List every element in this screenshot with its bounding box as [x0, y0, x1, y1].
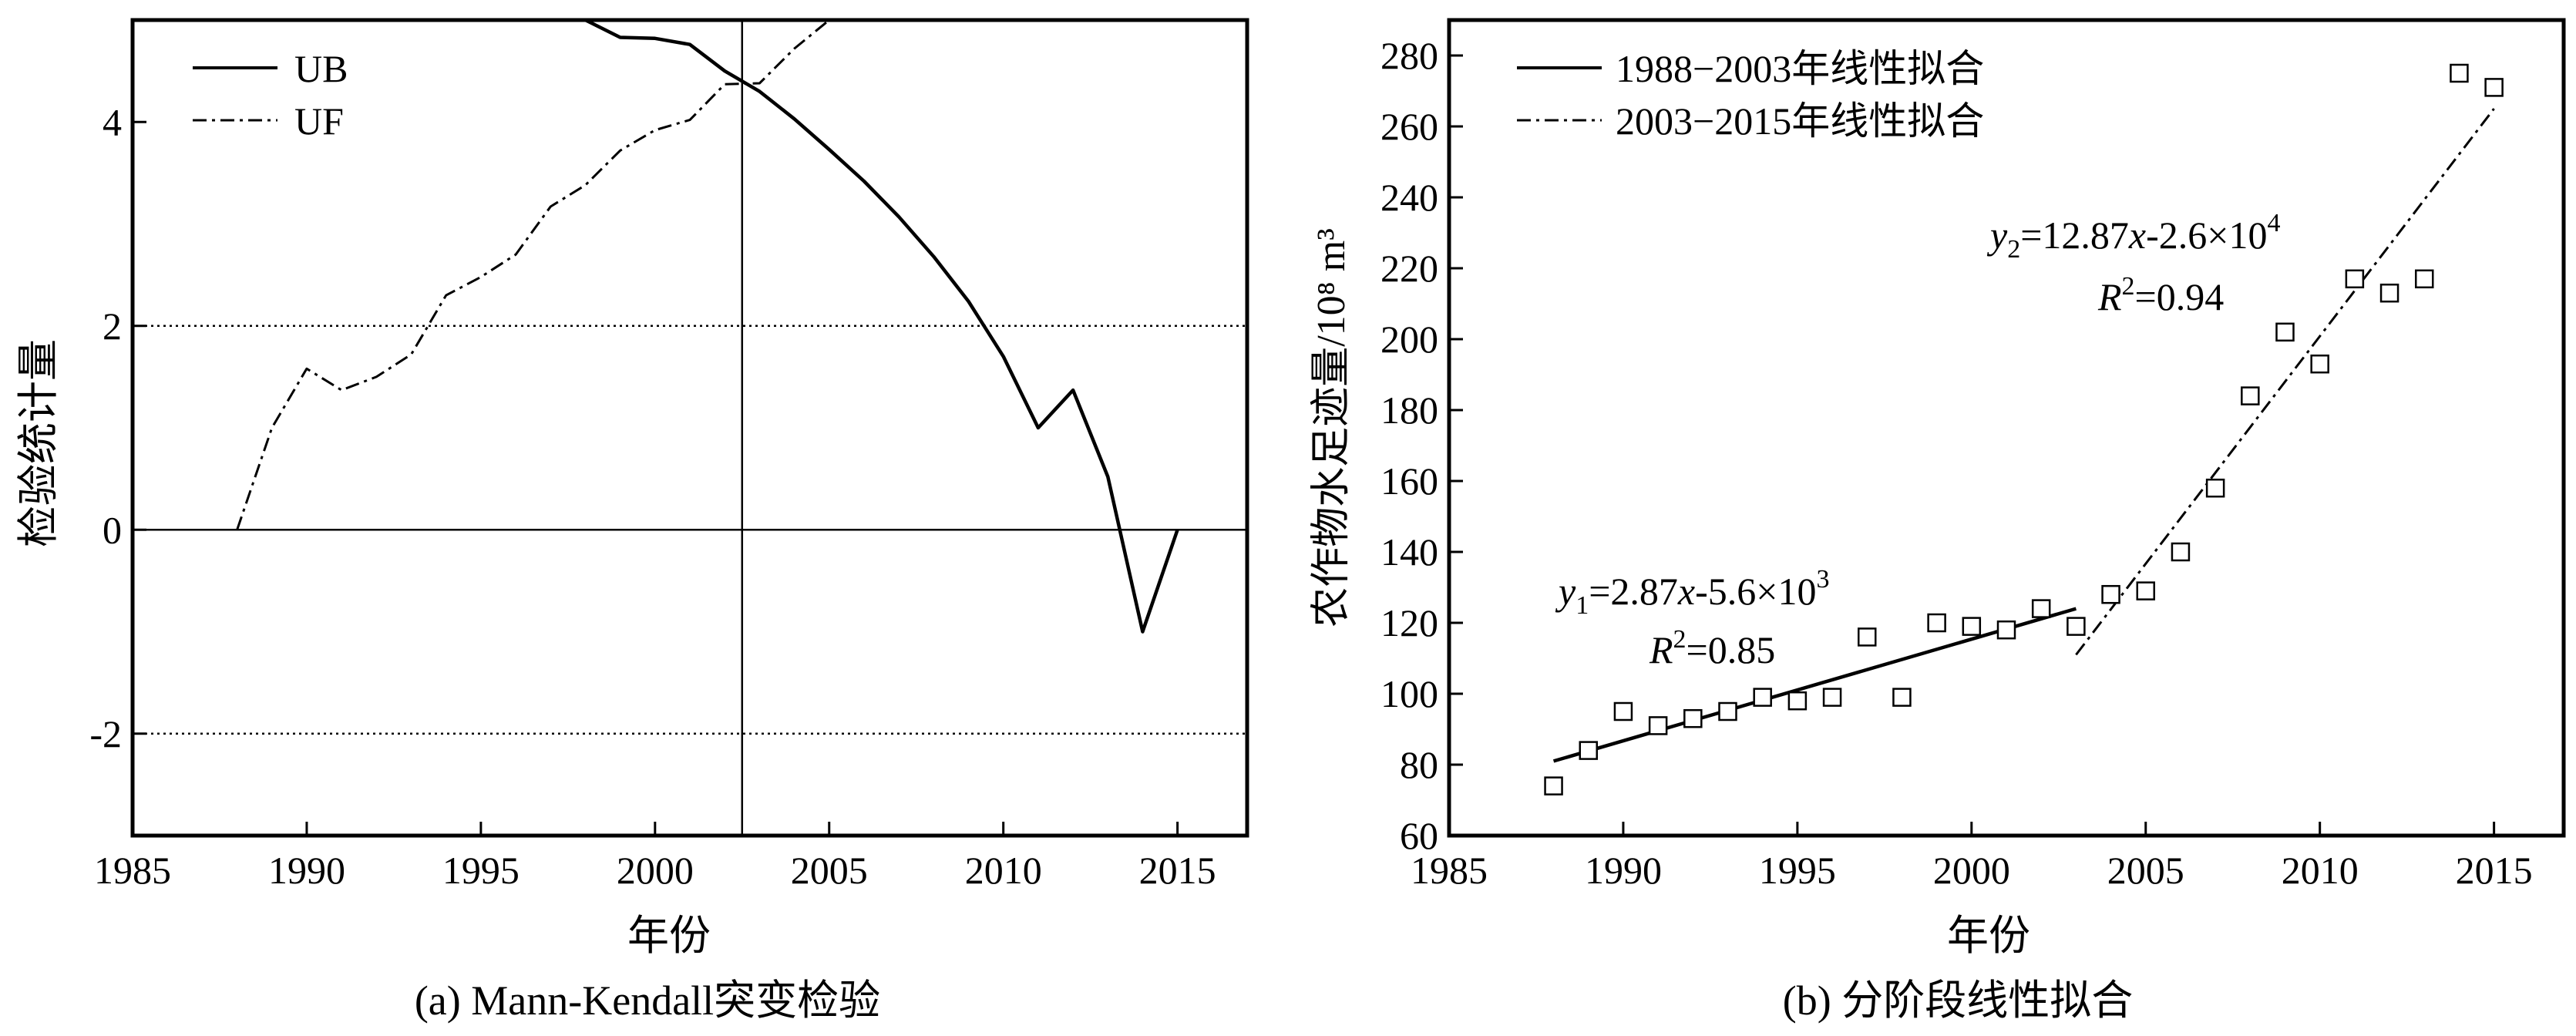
y-tick-label: 0: [103, 508, 122, 551]
y-tick-label: 220: [1380, 247, 1438, 290]
y-tick-label: 60: [1400, 814, 1438, 857]
fit1-r-squared: R2=0.85: [1649, 625, 1775, 671]
data-point: [1927, 613, 1946, 633]
reference-lines: [133, 20, 1247, 836]
y-tick-label: 180: [1380, 388, 1438, 432]
data-point: [2484, 78, 2504, 97]
data-point: [2136, 581, 2155, 600]
x-axis-label: 年份: [627, 913, 711, 959]
x-axis-ticks: 1985 1990 1995 2000 2005 2010 2015: [94, 822, 1216, 892]
y-tick-label: 2: [103, 304, 122, 348]
x-axis-ticks: 1985 1990 1995 2000 2005 2010 2015: [1411, 822, 2533, 892]
data-point: [2101, 584, 2120, 604]
data-point: [1683, 708, 1703, 728]
x-tick-label: 2000: [617, 849, 694, 892]
y-tick-label: 200: [1380, 318, 1438, 361]
x-tick-label: 1985: [94, 849, 171, 892]
panel-caption: (b) 分阶段线性拟合: [1783, 977, 2133, 1024]
legend-label-fit1: 1988−2003年线性拟合: [1616, 47, 1984, 90]
data-point: [1787, 691, 1808, 711]
y-tick-label: 4: [103, 100, 122, 143]
data-point: [2241, 386, 2260, 405]
y-tick-label: 120: [1380, 601, 1438, 644]
panel-caption: (a) Mann-Kendall突变检验: [415, 977, 880, 1024]
y-tick-label: 240: [1380, 176, 1438, 219]
panel-a: 1985 1990 1995 2000 2005 2010 2015 -2 0 2 4 UB UF…: [15, 18, 1249, 1024]
y-tick-label: 100: [1380, 672, 1438, 715]
data-point: [1996, 620, 2016, 640]
y-tick-label: 80: [1400, 743, 1438, 786]
legend-label-ub: UB: [294, 47, 348, 90]
data-point: [2379, 283, 2399, 303]
x-axis-label: 年份: [1947, 913, 2030, 959]
data-point: [1858, 627, 1877, 647]
y-tick-label: 140: [1380, 530, 1438, 574]
data-point: [1544, 776, 1563, 796]
data-point: [1613, 701, 1633, 722]
data-point: [1579, 741, 1598, 760]
data-point: [2171, 542, 2191, 562]
series-line-ub: [584, 18, 1179, 634]
fit-lines: [1552, 108, 2495, 763]
data-point: [2275, 322, 2295, 342]
legend: UB UF: [193, 47, 348, 143]
x-tick-label: 2000: [1933, 849, 2010, 892]
fit2-equation: y2=12.87x-2.6×104: [1986, 209, 2280, 264]
y-tick-label: 280: [1380, 34, 1438, 77]
fit-line-1: [1552, 607, 2077, 763]
x-tick-label: 2015: [1139, 849, 1216, 892]
data-points: [1544, 63, 2504, 796]
x-tick-label: 1990: [1585, 849, 1662, 892]
x-tick-label: 1985: [1411, 849, 1488, 892]
y-axis-label: 农作物水足迹量/10⁸ m³: [1310, 228, 1354, 627]
data-point: [1753, 688, 1772, 707]
fit-line-2: [2075, 108, 2495, 656]
y-tick-label: -2: [89, 712, 122, 755]
x-tick-label: 2010: [2282, 849, 2359, 892]
legend-label-fit2: 2003−2015年线性拟合: [1616, 99, 1984, 143]
x-tick-label: 2005: [2107, 849, 2184, 892]
x-tick-label: 1990: [268, 849, 345, 892]
plot-frame: [130, 18, 1249, 838]
y-tick-label: 260: [1380, 105, 1438, 148]
x-tick-label: 2015: [2456, 849, 2533, 892]
series-lines: [236, 18, 1179, 634]
y-axis-ticks: 60 80 100 120 140 160 180 200 220 240 260 280: [1380, 34, 1463, 857]
data-point: [2067, 617, 2086, 636]
plot-frame: [1447, 18, 2566, 838]
x-tick-label: 1995: [1759, 849, 1836, 892]
fit1-equation: y1=2.87x-5.6×103: [1555, 565, 1829, 620]
legend: 1988−2003年线性拟合 2003−2015年线性拟合: [1517, 47, 1984, 143]
data-point: [2450, 63, 2469, 83]
data-point: [1892, 688, 1912, 707]
fit2-r-squared: R2=0.94: [2097, 272, 2224, 318]
data-point: [1822, 688, 1842, 707]
data-point: [1718, 701, 1737, 722]
x-tick-label: 2010: [965, 849, 1042, 892]
data-point: [2415, 269, 2434, 289]
data-point: [2310, 354, 2329, 374]
data-point: [2345, 269, 2365, 289]
x-tick-label: 2005: [791, 849, 868, 892]
data-point: [2205, 478, 2225, 498]
y-tick-label: 160: [1380, 459, 1438, 503]
data-point: [2031, 599, 2051, 618]
data-point: [1962, 617, 1982, 636]
x-tick-label: 1995: [442, 849, 520, 892]
panel-b: 1985 1990 1995 2000 2005 2010 2015 60 80 100 120 1…: [1310, 18, 2566, 1024]
legend-label-uf: UF: [294, 99, 344, 143]
series-line-uf: [236, 18, 830, 530]
y-axis-ticks: -2 0 2 4: [89, 100, 146, 755]
data-point: [1648, 716, 1668, 735]
y-axis-label: 检验统计量: [15, 339, 62, 547]
